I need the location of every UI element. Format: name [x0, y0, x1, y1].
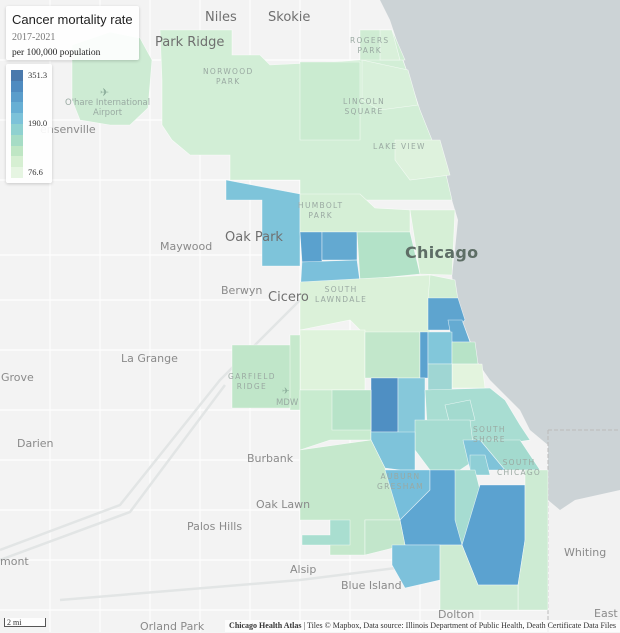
- legend-units: per 100,000 population: [12, 48, 101, 58]
- neighborhood-label: SOUTH LAWNDALE: [315, 285, 368, 304]
- legend-color-ramp: [11, 70, 23, 178]
- place-label: Alsip: [290, 563, 317, 576]
- place-label: Niles: [205, 10, 237, 25]
- neighborhood-label: LINCOLN SQUARE: [343, 97, 386, 116]
- legend-swatch: [11, 167, 23, 178]
- neighborhood-label: AUBURN GRESHAM: [377, 472, 424, 491]
- legend-title: Cancer mortality rate: [12, 12, 133, 27]
- place-label: Palos Hills: [187, 520, 243, 533]
- poi-label: O'hare International Airport: [65, 98, 151, 118]
- place-label: Burbank: [247, 452, 294, 465]
- scale-bar: 2 mi: [4, 618, 46, 627]
- neighborhood-label: SOUTH CHICAGO: [497, 458, 542, 477]
- neighborhood-label: NORWOOD PARK: [203, 67, 254, 86]
- legend-mid-value: 190.0: [28, 118, 48, 128]
- legend-swatch: [11, 123, 23, 135]
- place-label: Skokie: [268, 10, 311, 25]
- place-label: Maywood: [160, 240, 213, 253]
- place-label: mont: [0, 555, 29, 568]
- place-label: Oak Lawn: [256, 498, 311, 511]
- legend-max-value: 351.3: [28, 70, 48, 80]
- color-legend: 351.3 190.0 76.6: [6, 64, 52, 183]
- legend-years: 2017-2021: [12, 32, 56, 43]
- neighborhood-label: ROGERS PARK: [350, 36, 390, 55]
- place-label: Whiting: [564, 546, 607, 559]
- legend-swatch: [11, 113, 23, 124]
- place-label: ensenville: [40, 123, 96, 136]
- attribution: Chicago Health Atlas | Tiles © Mapbox, D…: [225, 620, 620, 632]
- legend-swatch: [11, 70, 23, 81]
- place-label: Darien: [17, 437, 54, 450]
- attribution-text: | Tiles © Mapbox, Data source: Illinois …: [301, 621, 617, 630]
- place-label: Blue Island: [341, 579, 402, 592]
- legend-swatch: [11, 134, 23, 146]
- neighborhood-label: GARFIELD RIDGE: [228, 372, 276, 391]
- legend-swatch: [11, 80, 23, 92]
- legend-min-value: 76.6: [28, 167, 43, 177]
- neighborhood-label: HUMBOLT PARK: [298, 201, 344, 220]
- city-label: Chicago: [405, 243, 479, 262]
- legend-swatch: [11, 91, 23, 103]
- place-label: Cicero: [268, 290, 309, 305]
- legend-swatch: [11, 145, 23, 157]
- neighborhood-label: LAKE VIEW: [373, 142, 426, 151]
- poi-label: MDW: [276, 398, 299, 408]
- place-label: Park Ridge: [155, 35, 225, 50]
- place-label: La Grange: [121, 352, 178, 365]
- place-label: East: [594, 607, 618, 620]
- svg-text:✈: ✈: [282, 387, 290, 397]
- legend-swatch: [11, 156, 23, 168]
- place-label: Dolton: [438, 608, 475, 621]
- svg-text:✈: ✈: [100, 86, 109, 99]
- place-label: Orland Park: [140, 620, 205, 633]
- place-label: Berwyn: [221, 284, 263, 297]
- legend-swatch: [11, 102, 23, 114]
- attribution-brand-link[interactable]: Chicago Health Atlas: [229, 621, 302, 630]
- neighborhood-label: SOUTH SHORE: [473, 425, 506, 444]
- place-label: Oak Park: [225, 230, 283, 245]
- place-label: Grove: [1, 371, 34, 384]
- legend-title-panel: Cancer mortality rate 2017-2021 per 100,…: [6, 6, 139, 60]
